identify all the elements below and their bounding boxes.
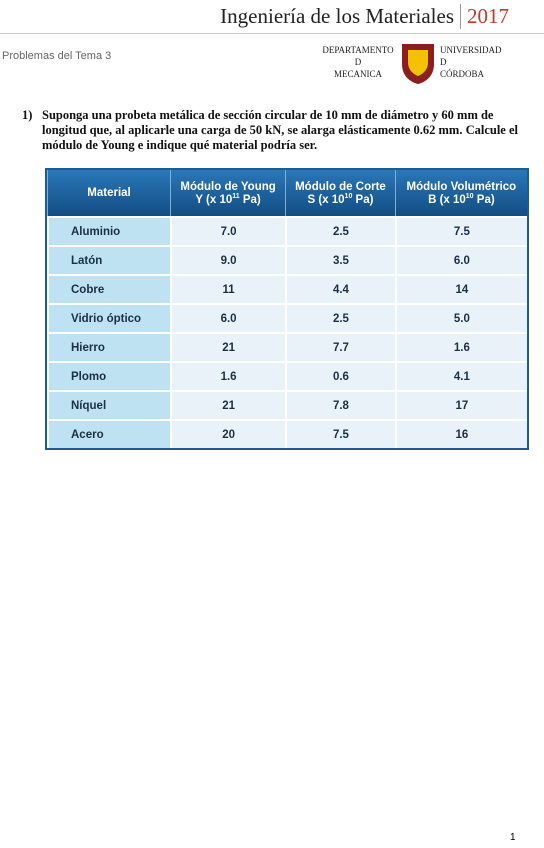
problem-number: 1) xyxy=(22,108,33,122)
table-cell: 20 xyxy=(170,419,286,448)
material-cell: Cobre xyxy=(47,274,170,303)
table-cell: 1.6 xyxy=(170,361,286,390)
logo-text: DEPARTAMENTO xyxy=(322,45,394,55)
table-cell: 3.5 xyxy=(285,245,395,274)
table-cell: 5.0 xyxy=(394,303,527,332)
table-cell: 7.8 xyxy=(285,390,395,419)
table-cell: 4.4 xyxy=(285,274,395,303)
header-line: Material xyxy=(87,187,131,199)
header-line: Módulo de Young xyxy=(180,180,276,193)
table-cell: 14 xyxy=(394,274,527,303)
header-unit: Y (x 1011 Pa) xyxy=(171,193,285,206)
table-row: Cobre 11 4.4 14 xyxy=(47,274,527,303)
table-cell: 1.6 xyxy=(394,332,527,361)
table-row: Acero 20 7.5 16 xyxy=(47,419,527,448)
table-row: Vidrio óptico 6.0 2.5 5.0 xyxy=(47,303,527,332)
material-cell: Acero xyxy=(47,419,170,448)
material-cell: Aluminio xyxy=(47,216,170,245)
column-header: Módulo de Corte S (x 1010 Pa) xyxy=(285,170,395,216)
unit-exponent: 10 xyxy=(465,192,474,200)
table-cell: 2.5 xyxy=(285,216,395,245)
unit-text: Pa) xyxy=(239,193,261,206)
material-cell: Hierro xyxy=(47,332,170,361)
table-cell: 7.7 xyxy=(285,332,395,361)
logo-left: DEPARTAMENTO D MECANICA xyxy=(322,44,394,80)
logo-text: D xyxy=(354,57,362,67)
column-header: Módulo Volumétrico B (x 1010 Pa) xyxy=(394,170,527,216)
doc-title: Ingeniería de los Materiales xyxy=(220,4,454,28)
table-cell: 7.0 xyxy=(170,216,286,245)
material-cell: Latón xyxy=(47,245,170,274)
unit-exponent: 11 xyxy=(232,192,240,200)
table-cell: 7.5 xyxy=(394,216,527,245)
material-cell: Níquel xyxy=(47,390,170,419)
table-cell: 17 xyxy=(394,390,527,419)
unit-exponent: 10 xyxy=(344,192,353,200)
unit-text: S (x 10 xyxy=(307,193,345,206)
problem-text: Suponga una probeta metálica de sección … xyxy=(42,108,519,152)
table-cell: 6.0 xyxy=(170,303,286,332)
header-unit: S (x 1010 Pa) xyxy=(286,193,395,206)
header-line: Módulo Volumétrico xyxy=(406,180,517,193)
unit-text: Y (x 10 xyxy=(195,193,233,206)
problem: 1) Suponga una probeta metálica de secci… xyxy=(22,108,522,153)
table-row: Latón 9.0 3.5 6.0 xyxy=(47,245,527,274)
subtitle: Problemas del Tema 3 xyxy=(2,50,112,62)
logo-text: CÓRDOBA xyxy=(440,69,485,79)
table-cell: 21 xyxy=(170,332,286,361)
column-header: Material xyxy=(47,170,170,216)
material-cell: Vidrio óptico xyxy=(47,303,170,332)
unit-text: Pa) xyxy=(352,193,374,206)
logo-text: MECANICA xyxy=(333,69,382,79)
table-row: Hierro 21 7.7 1.6 xyxy=(47,332,527,361)
table-cell: 21 xyxy=(170,390,286,419)
table-cell: 7.5 xyxy=(285,419,395,448)
logo-shield xyxy=(402,44,434,84)
page-number: 1 xyxy=(510,832,516,843)
unit-text: Pa) xyxy=(473,193,495,206)
column-header: Módulo de Young Y (x 1011 Pa) xyxy=(170,170,286,216)
logo-text: UNIVERSIDAD xyxy=(440,45,502,55)
data-table: Material Módulo de Young Y (x 1011 Pa) Módu… xyxy=(45,168,529,450)
table-cell: 4.1 xyxy=(394,361,527,390)
table-cell: 9.0 xyxy=(170,245,286,274)
table-row: Níquel 21 7.8 17 xyxy=(47,390,527,419)
table-cell: 16 xyxy=(394,419,527,448)
doc-year: 2017 xyxy=(460,4,509,29)
table-cell: 0.6 xyxy=(285,361,395,390)
table-cell: 11 xyxy=(170,274,286,303)
logo-text: D xyxy=(440,57,447,67)
table-cell: 6.0 xyxy=(394,245,527,274)
table-row: Aluminio 7.0 2.5 7.5 xyxy=(47,216,527,245)
header-line: Módulo de Corte xyxy=(295,180,386,193)
header-unit: B (x 1010 Pa) xyxy=(396,193,527,206)
table-row: Plomo 1.6 0.6 4.1 xyxy=(47,361,527,390)
rule xyxy=(0,33,544,34)
unit-text: B (x 10 xyxy=(428,193,466,206)
logo-right: UNIVERSIDAD D CÓRDOBA xyxy=(440,44,510,80)
table-cell: 2.5 xyxy=(285,303,395,332)
material-cell: Plomo xyxy=(47,361,170,390)
